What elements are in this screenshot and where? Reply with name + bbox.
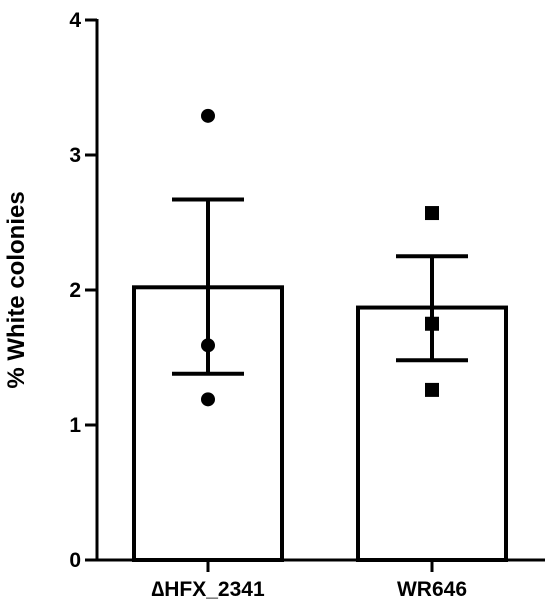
- y-tick-label-0: 0: [69, 549, 81, 572]
- data-point-0-1: [201, 338, 215, 353]
- y-axis-label: % White colonies: [3, 191, 30, 388]
- data-point-1-0: [425, 206, 439, 221]
- data-point-1-1: [425, 316, 439, 331]
- y-tick-label-1: 1: [69, 414, 81, 437]
- y-tick-label-2: 2: [69, 279, 81, 302]
- x-tick-label-0: ∆HFX_2341: [151, 578, 265, 601]
- data-point-0-2: [201, 392, 215, 407]
- y-tick-label-3: 3: [69, 144, 81, 167]
- data-point-0-0: [201, 108, 215, 123]
- y-tick-label-4: 4: [69, 9, 81, 32]
- x-tick-label-1: WR646: [397, 578, 467, 601]
- data-point-1-2: [425, 382, 439, 397]
